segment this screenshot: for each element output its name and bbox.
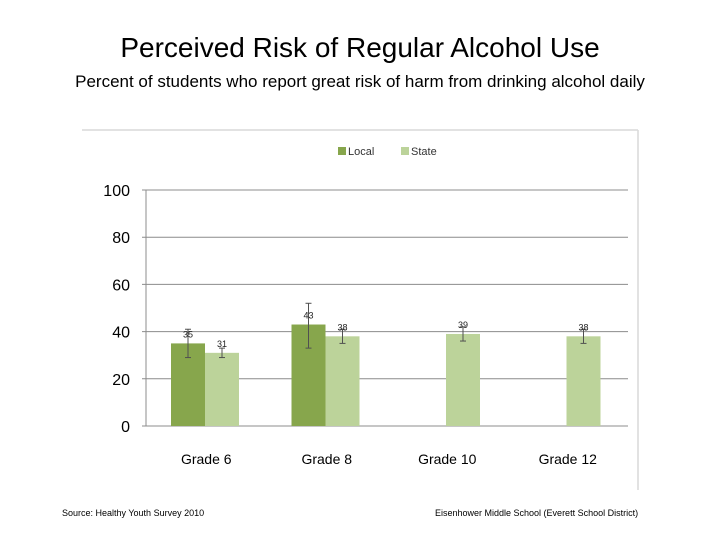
legend-label: State <box>411 146 437 158</box>
data-label: 31 <box>217 339 227 349</box>
legend-label: Local <box>348 146 374 158</box>
bar <box>566 336 601 426</box>
x-tick-label: Grade 12 <box>539 451 598 467</box>
y-tick-label: 100 <box>103 183 130 200</box>
legend-swatch <box>338 147 346 155</box>
y-tick-label: 80 <box>112 230 130 247</box>
data-label: 35 <box>183 329 193 339</box>
data-label: 38 <box>337 322 347 332</box>
x-tick-label: Grade 10 <box>418 451 477 467</box>
y-tick-label: 20 <box>112 372 130 389</box>
legend-swatch <box>401 147 409 155</box>
chart-subtitle: Percent of students who report great ris… <box>75 72 645 91</box>
chart-title: Perceived Risk of Regular Alcohol Use <box>120 32 600 63</box>
data-label: 39 <box>458 320 468 330</box>
x-tick-label: Grade 6 <box>181 451 232 467</box>
y-tick-label: 0 <box>121 419 130 436</box>
y-tick-label: 40 <box>112 325 130 342</box>
bar <box>205 352 239 426</box>
data-label: 43 <box>303 311 313 321</box>
source-note: Source: Healthy Youth Survey 2010 <box>62 508 205 518</box>
bar <box>325 336 360 426</box>
credit-note: Eisenhower Middle School (Everett School… <box>435 508 639 518</box>
data-label: 38 <box>578 322 588 332</box>
bar <box>446 333 480 426</box>
x-tick-label: Grade 8 <box>301 451 352 467</box>
y-tick-label: 60 <box>112 277 130 294</box>
